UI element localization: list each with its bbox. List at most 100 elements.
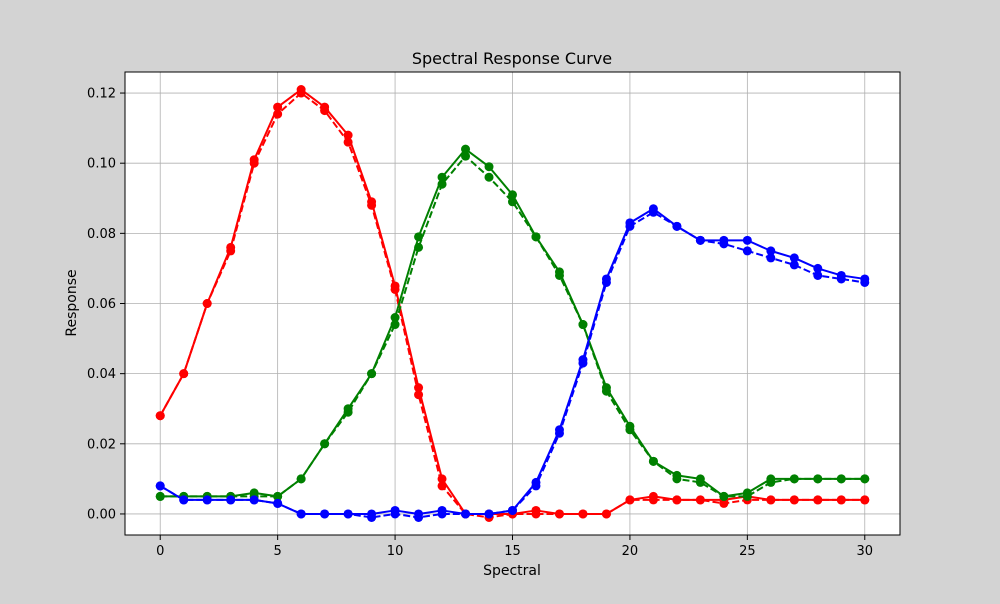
data-point bbox=[719, 239, 729, 249]
data-point bbox=[789, 495, 799, 505]
data-point bbox=[484, 172, 494, 182]
data-point bbox=[390, 509, 400, 519]
data-point bbox=[343, 137, 353, 147]
data-point bbox=[367, 369, 377, 379]
data-point bbox=[601, 509, 611, 519]
data-point bbox=[531, 481, 541, 491]
data-point bbox=[695, 235, 705, 245]
data-point bbox=[508, 190, 517, 200]
data-point bbox=[343, 130, 353, 140]
data-point bbox=[155, 411, 165, 421]
data-point bbox=[813, 495, 823, 505]
data-point bbox=[860, 277, 870, 287]
data-point bbox=[296, 88, 306, 98]
data-point bbox=[461, 509, 471, 519]
data-point bbox=[813, 474, 823, 484]
data-point bbox=[179, 495, 189, 505]
data-point bbox=[813, 270, 823, 280]
data-point bbox=[484, 509, 494, 519]
y-tick-label: 0.08 bbox=[87, 227, 116, 242]
y-axis-label: Response bbox=[64, 269, 80, 336]
data-point bbox=[226, 495, 236, 505]
data-point bbox=[578, 320, 588, 330]
data-point bbox=[414, 383, 424, 393]
data-point bbox=[742, 235, 752, 245]
data-point bbox=[296, 474, 306, 484]
x-tick-label: 25 bbox=[739, 544, 756, 559]
data-point bbox=[836, 474, 846, 484]
data-point bbox=[789, 260, 799, 270]
data-point bbox=[672, 221, 682, 231]
y-tick-label: 0.12 bbox=[87, 87, 116, 102]
x-tick-label: 20 bbox=[622, 544, 639, 559]
chart-title: Spectral Response Curve bbox=[412, 49, 612, 68]
data-point bbox=[390, 320, 400, 330]
data-point bbox=[367, 200, 377, 210]
data-point bbox=[813, 263, 823, 273]
data-point bbox=[273, 491, 283, 501]
data-point bbox=[719, 491, 729, 501]
data-point bbox=[766, 253, 776, 263]
data-point bbox=[414, 390, 424, 400]
x-tick-label: 0 bbox=[156, 544, 164, 559]
x-axis-label: Spectral bbox=[483, 563, 541, 579]
data-point bbox=[860, 495, 870, 505]
data-point bbox=[766, 495, 776, 505]
data-point bbox=[202, 299, 212, 308]
data-point bbox=[648, 456, 658, 466]
data-point bbox=[625, 221, 635, 231]
data-point bbox=[202, 495, 212, 505]
data-point bbox=[672, 495, 682, 505]
data-point bbox=[554, 270, 564, 280]
data-point bbox=[155, 481, 165, 491]
data-point bbox=[414, 232, 424, 242]
data-point bbox=[766, 477, 776, 487]
data-point bbox=[601, 277, 611, 287]
data-point bbox=[531, 509, 541, 519]
data-point bbox=[437, 509, 447, 519]
data-point bbox=[320, 106, 330, 116]
y-tick-label: 0.02 bbox=[87, 437, 116, 452]
data-point bbox=[414, 512, 424, 522]
data-point bbox=[578, 509, 588, 519]
x-tick-label: 15 bbox=[504, 544, 521, 559]
data-point bbox=[836, 274, 846, 284]
data-point bbox=[437, 481, 447, 491]
data-point bbox=[414, 242, 424, 252]
series-5 bbox=[155, 207, 870, 522]
y-tick-label: 0.00 bbox=[87, 507, 116, 522]
data-point bbox=[672, 474, 682, 484]
y-tick-label: 0.10 bbox=[87, 157, 116, 172]
data-point bbox=[742, 246, 752, 256]
data-point bbox=[484, 162, 494, 172]
data-point bbox=[789, 474, 799, 484]
data-point bbox=[508, 197, 517, 207]
y-tick-label: 0.06 bbox=[87, 297, 116, 312]
data-point bbox=[554, 509, 564, 519]
data-point bbox=[273, 498, 283, 508]
x-tick-label: 10 bbox=[387, 544, 404, 559]
data-point bbox=[343, 509, 353, 519]
data-point bbox=[508, 505, 517, 515]
data-point bbox=[719, 498, 729, 508]
data-point bbox=[648, 207, 658, 217]
data-point bbox=[554, 428, 564, 438]
series-layer bbox=[155, 85, 870, 522]
axes: 0 5 10 15 20 25 30 0.00 0.02 0.04 0.06 0.08 0.10 0.12 bbox=[87, 87, 873, 559]
data-point bbox=[249, 495, 259, 505]
y-tick-label: 0.04 bbox=[87, 367, 116, 382]
data-point bbox=[860, 474, 870, 484]
data-point bbox=[343, 407, 353, 417]
data-point bbox=[390, 284, 400, 294]
data-point bbox=[273, 109, 283, 119]
x-tick-label: 5 bbox=[274, 544, 282, 559]
data-point bbox=[461, 144, 471, 154]
data-point bbox=[273, 102, 283, 112]
data-point bbox=[625, 425, 635, 435]
data-point bbox=[578, 358, 588, 368]
data-point bbox=[766, 246, 776, 256]
data-point bbox=[742, 491, 752, 501]
data-point bbox=[648, 495, 658, 505]
